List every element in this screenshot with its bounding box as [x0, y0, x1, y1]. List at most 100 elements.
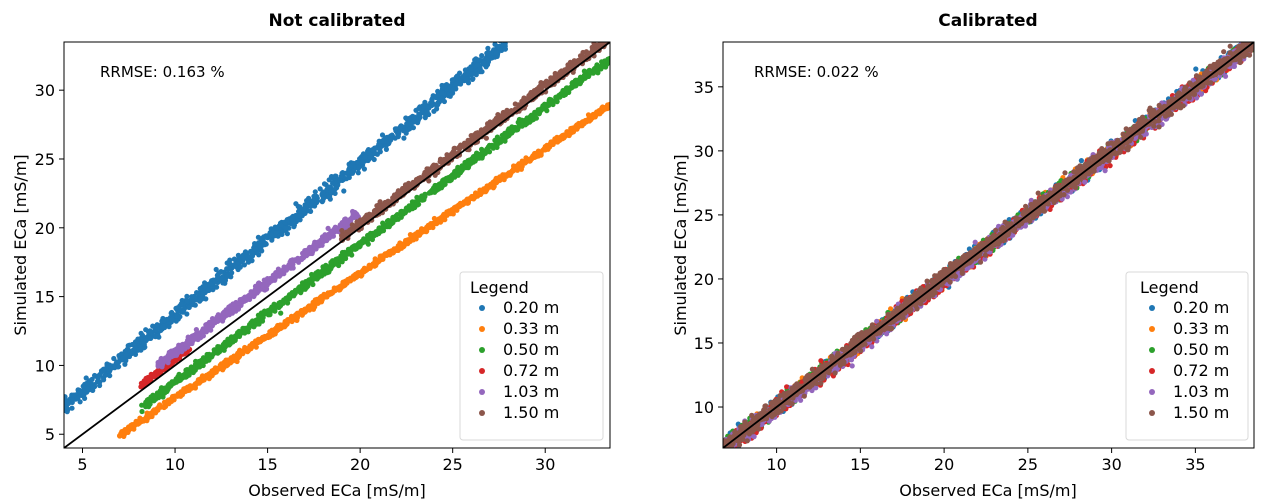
data-point	[435, 184, 441, 190]
data-point	[267, 312, 273, 318]
identity-line	[64, 42, 610, 448]
data-point	[85, 380, 91, 386]
data-point	[397, 240, 403, 246]
data-point	[339, 170, 345, 176]
data-point	[140, 417, 146, 423]
data-point	[431, 221, 437, 227]
data-point	[594, 63, 600, 69]
data-point	[452, 145, 458, 151]
data-point	[196, 380, 202, 386]
data-point	[173, 378, 179, 385]
data-point	[397, 124, 403, 130]
data-point	[355, 241, 362, 247]
x-tick-label: 20	[350, 455, 370, 474]
data-point	[310, 304, 316, 310]
data-point	[369, 147, 376, 153]
data-point	[290, 265, 296, 271]
data-point	[395, 133, 401, 139]
data-point	[154, 333, 161, 339]
data-point	[353, 271, 359, 277]
data-point	[383, 143, 389, 149]
legend: Legend 0.20 m0.33 m0.50 m0.72 m1.03 m1.5…	[459, 271, 604, 441]
data-point	[394, 212, 400, 218]
data-point	[371, 156, 377, 163]
legend-marker	[479, 326, 485, 332]
data-point	[177, 314, 183, 320]
data-point	[440, 182, 447, 188]
data-point	[190, 366, 196, 372]
data-point	[463, 197, 470, 203]
data-point	[312, 189, 318, 195]
data-point	[262, 335, 268, 342]
data-point	[286, 317, 292, 323]
data-point	[208, 327, 214, 333]
data-point	[365, 234, 371, 240]
data-point	[197, 286, 203, 292]
data-point	[562, 88, 569, 94]
data-point	[343, 232, 349, 238]
data-point	[326, 177, 332, 183]
data-point	[134, 420, 140, 426]
data-point	[200, 333, 206, 339]
data-point	[373, 229, 379, 235]
data-point	[386, 248, 392, 255]
data-point	[123, 352, 129, 358]
data-point	[308, 203, 314, 209]
data-point	[273, 230, 279, 236]
data-point	[283, 225, 289, 231]
data-point	[319, 242, 325, 248]
data-point	[504, 173, 510, 179]
data-point	[341, 188, 347, 194]
data-point	[342, 251, 348, 257]
data-point	[536, 110, 542, 117]
data-point	[263, 234, 269, 240]
data-point	[204, 351, 210, 358]
data-point	[498, 138, 504, 144]
data-point	[483, 189, 489, 195]
data-point	[203, 296, 209, 302]
data-point	[173, 352, 180, 358]
x-tick-label: 25	[442, 455, 462, 474]
data-point	[593, 110, 600, 116]
data-point	[432, 188, 438, 194]
data-point	[388, 218, 394, 224]
data-point	[184, 293, 190, 299]
data-point	[255, 280, 261, 287]
data-point	[233, 264, 239, 270]
data-point	[346, 174, 352, 181]
data-point	[484, 56, 490, 62]
data-point	[245, 346, 251, 352]
data-point	[85, 386, 91, 392]
data-point	[236, 256, 242, 262]
data-point	[178, 301, 184, 307]
data-point	[242, 325, 248, 331]
data-point	[284, 217, 290, 223]
data-point	[428, 188, 434, 194]
data-point	[502, 138, 508, 144]
data-point	[416, 111, 422, 117]
data-point	[542, 146, 548, 153]
data-point	[373, 260, 379, 266]
data-point	[514, 164, 520, 170]
data-point	[580, 119, 586, 125]
data-point	[283, 295, 289, 301]
data-point	[168, 396, 174, 402]
data-point	[314, 273, 320, 280]
data-point	[486, 50, 492, 56]
data-point	[547, 96, 553, 102]
data-point	[318, 293, 324, 300]
data-point	[428, 168, 434, 175]
data-point	[411, 114, 417, 121]
data-point	[1193, 66, 1199, 72]
data-point	[181, 305, 187, 312]
data-point	[226, 266, 232, 272]
data-point	[218, 364, 225, 370]
data-point	[450, 208, 456, 214]
chart-title: Calibrated	[938, 11, 1037, 31]
data-point	[227, 261, 233, 267]
data-point	[296, 213, 302, 219]
data-point	[330, 180, 336, 186]
data-point	[569, 80, 575, 86]
data-point	[323, 236, 329, 242]
data-point	[341, 219, 347, 225]
